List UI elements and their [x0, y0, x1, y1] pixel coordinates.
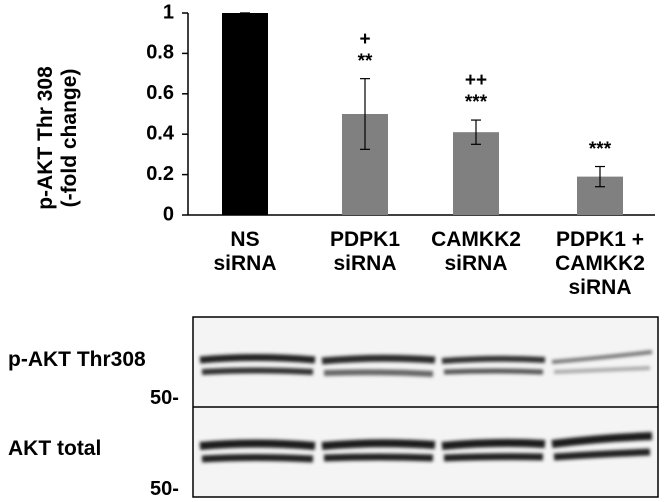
size-marker: 50-	[150, 387, 179, 409]
x-tick-label: NS siRNA	[213, 228, 277, 275]
bar	[453, 132, 499, 215]
x-tick-label: PDPK1 siRNA	[329, 228, 401, 275]
y-tick-label: 0.2	[146, 163, 174, 185]
significance: + **	[357, 28, 373, 72]
size-marker: 50-	[150, 478, 179, 500]
bar	[222, 13, 268, 215]
blot-bands	[199, 350, 653, 463]
blot-row-label: p-AKT Thr308	[8, 348, 146, 371]
y-tick-label: 0	[163, 203, 174, 225]
significance: ++ ***	[464, 70, 488, 114]
y-tick-label: 1	[163, 1, 174, 23]
x-tick-label: CAMKK2 siRNA	[431, 228, 521, 275]
y-tick-label: 0.6	[146, 82, 174, 104]
significance: ***	[588, 138, 612, 160]
y-tick-label: 0.4	[146, 122, 175, 144]
y-tick-label: 0.8	[146, 42, 174, 64]
blot-row-label: AKT total	[8, 437, 102, 460]
x-tick-label: PDPK1 + CAMKK2 siRNA	[555, 228, 645, 299]
y-axis-label: p-AKT Thr 308 (-fold change)	[34, 66, 81, 210]
